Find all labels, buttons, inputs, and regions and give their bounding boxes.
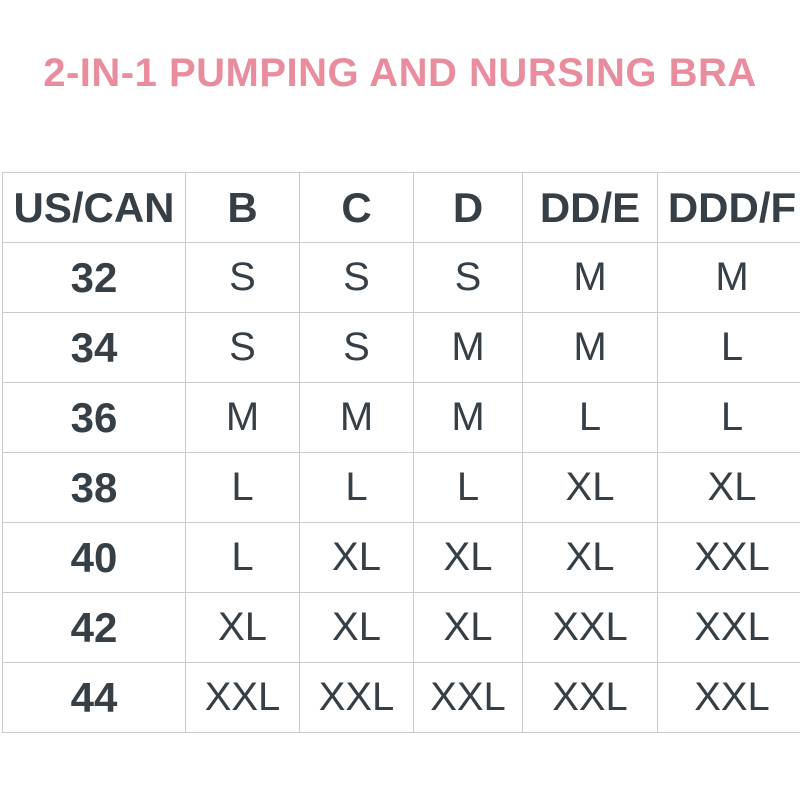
size-cell: S — [299, 242, 414, 313]
size-cell: XXL — [299, 662, 414, 733]
page-title: 2-IN-1 PUMPING AND NURSING BRA — [43, 51, 757, 95]
size-cell: L — [185, 452, 300, 523]
band-cell: 42 — [2, 592, 186, 663]
header-cell-dd-e: DD/E — [522, 172, 658, 243]
band-cell: 36 — [2, 382, 186, 453]
band-cell: 32 — [2, 242, 186, 313]
band-cell: 38 — [2, 452, 186, 523]
size-cell: L — [413, 452, 523, 523]
header-cell-us-can: US/CAN — [2, 172, 186, 243]
band-cell: 44 — [2, 662, 186, 733]
table-row-34: 34 S S M M L — [2, 312, 800, 383]
size-cell: M — [522, 312, 658, 383]
size-cell: XXL — [185, 662, 300, 733]
size-cell: S — [185, 312, 300, 383]
table-row-38: 38 L L L XL XL — [2, 452, 800, 523]
size-cell: XL — [522, 452, 658, 523]
size-cell: XXL — [522, 592, 658, 663]
header-cell-b: B — [185, 172, 300, 243]
size-cell: S — [413, 242, 523, 313]
size-cell: S — [299, 312, 414, 383]
size-cell: M — [413, 382, 523, 453]
size-cell: M — [299, 382, 414, 453]
header-row: US/CAN B C D DD/E DDD/F — [2, 172, 800, 243]
size-cell: S — [185, 242, 300, 313]
size-cell: L — [185, 522, 300, 593]
size-cell: XXL — [657, 522, 800, 593]
band-cell: 40 — [2, 522, 186, 593]
size-cell: XXL — [657, 662, 800, 733]
size-cell: L — [657, 312, 800, 383]
size-cell: XL — [522, 522, 658, 593]
header-cell-d: D — [413, 172, 523, 243]
header-cell-ddd-f: DDD/F — [657, 172, 800, 243]
size-cell: XXL — [657, 592, 800, 663]
size-cell: M — [657, 242, 800, 313]
size-cell: XL — [413, 592, 523, 663]
size-cell: L — [657, 382, 800, 453]
size-cell: L — [299, 452, 414, 523]
size-chart-table: US/CAN B C D DD/E DDD/F 32 S S S M M 34 … — [2, 172, 800, 733]
size-cell: M — [522, 242, 658, 313]
size-cell: M — [413, 312, 523, 383]
header-cell-c: C — [299, 172, 414, 243]
size-cell: XL — [299, 522, 414, 593]
size-cell: XL — [413, 522, 523, 593]
size-cell: L — [522, 382, 658, 453]
size-cell: M — [185, 382, 300, 453]
table-row-40: 40 L XL XL XL XXL — [2, 522, 800, 593]
table-row-32: 32 S S S M M — [2, 242, 800, 313]
band-cell: 34 — [2, 312, 186, 383]
size-cell: XXL — [413, 662, 523, 733]
size-cell: XL — [657, 452, 800, 523]
size-cell: XL — [299, 592, 414, 663]
size-cell: XL — [185, 592, 300, 663]
size-cell: XXL — [522, 662, 658, 733]
table-row-44: 44 XXL XXL XXL XXL XXL — [2, 662, 800, 733]
table-row-36: 36 M M M L L — [2, 382, 800, 453]
table-row-42: 42 XL XL XL XXL XXL — [2, 592, 800, 663]
